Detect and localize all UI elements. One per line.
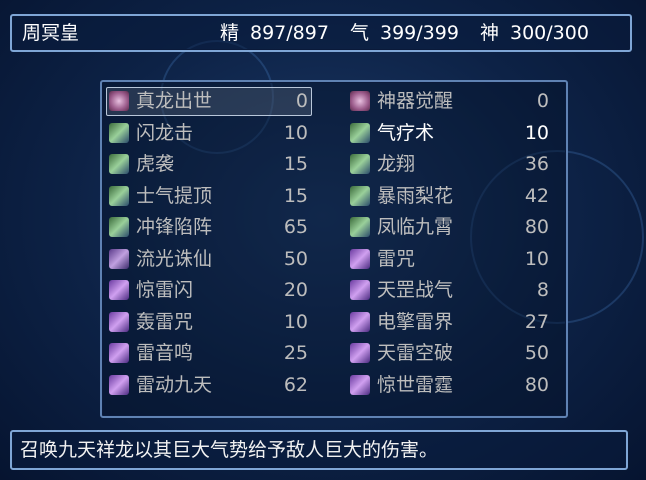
stat-value: 897/897 <box>250 22 329 44</box>
skill-name: 龙翔 <box>377 153 416 175</box>
stat-value: 300/300 <box>510 22 589 44</box>
skill-name: 冲锋陷阵 <box>136 216 213 238</box>
skill-name: 神器觉醒 <box>377 90 454 112</box>
skill-name: 雷咒 <box>377 247 416 270</box>
skill-cost: 10 <box>524 121 549 144</box>
skill-name: 雷动九天 <box>136 373 213 396</box>
skill-icon <box>350 122 370 143</box>
skill-item[interactable]: 雷咒 10 <box>347 245 553 273</box>
skill-cost: 0 <box>295 90 308 112</box>
skill-item[interactable]: 流光诛仙 50 <box>106 245 312 273</box>
skill-cost: 62 <box>283 373 308 396</box>
skill-icon <box>350 185 370 206</box>
skill-item[interactable]: 电擎雷界 27 <box>347 308 553 336</box>
skill-icon <box>350 248 370 269</box>
skill-item[interactable]: 凤临九霄 80 <box>347 213 553 241</box>
skill-item[interactable]: 雷音鸣 25 <box>106 339 312 367</box>
skill-cost: 50 <box>524 342 549 364</box>
stat-label: 神 <box>480 22 500 44</box>
skill-name: 电擎雷界 <box>377 310 454 333</box>
description-box: 召唤九天祥龙以其巨大气势给予敌人巨大的伤害。 <box>10 430 628 470</box>
skill-cost: 0 <box>536 90 549 112</box>
skill-cost: 25 <box>283 342 308 364</box>
skill-cost: 42 <box>524 184 549 207</box>
skill-icon <box>350 374 370 395</box>
skill-name: 天罡战气 <box>377 279 454 301</box>
background-ornament <box>470 150 644 324</box>
skill-icon <box>109 280 129 300</box>
skill-icon <box>350 91 370 111</box>
stat-label: 精 <box>220 22 240 44</box>
skill-item[interactable]: 气疗术 10 <box>347 119 553 147</box>
skill-icon <box>350 217 370 237</box>
skill-cost: 15 <box>283 153 308 175</box>
skill-name: 流光诛仙 <box>136 247 213 270</box>
skill-cost: 36 <box>524 153 549 175</box>
skill-cost: 80 <box>524 216 549 238</box>
skill-name: 雷音鸣 <box>136 342 194 364</box>
skill-item[interactable]: 天雷空破 50 <box>347 339 553 367</box>
skill-icon <box>109 343 129 363</box>
skill-item[interactable]: 真龙出世 0 <box>106 87 312 116</box>
skill-item[interactable]: 龙翔 36 <box>347 150 553 178</box>
skill-item[interactable]: 闪龙击 10 <box>106 119 312 147</box>
skill-list: 真龙出世 0 神器觉醒 0 闪龙击 10 气疗术 10 虎袭 15 龙翔 36 士气提顶 15 暴雨梨花 42… <box>100 80 568 418</box>
skill-name: 天雷空破 <box>377 342 454 364</box>
skill-icon <box>109 122 129 143</box>
skill-item[interactable]: 虎袭 15 <box>106 150 312 178</box>
skill-name: 暴雨梨花 <box>377 184 454 207</box>
skill-name: 轰雷咒 <box>136 310 194 333</box>
stat-value: 399/399 <box>380 22 459 44</box>
skill-item[interactable]: 神器觉醒 0 <box>347 87 553 115</box>
skill-cost: 10 <box>283 310 308 333</box>
skill-icon <box>109 248 129 269</box>
skill-cost: 20 <box>283 279 308 301</box>
character-name: 周冥皇 <box>22 22 80 44</box>
skill-name: 惊世雷霆 <box>377 373 454 396</box>
skill-item[interactable]: 惊雷闪 20 <box>106 276 312 304</box>
skill-icon <box>109 91 129 111</box>
skill-icon <box>109 185 129 206</box>
skill-cost: 10 <box>283 121 308 144</box>
skill-cost: 8 <box>536 279 549 301</box>
skill-item[interactable]: 暴雨梨花 42 <box>347 182 553 210</box>
skill-cost: 27 <box>524 310 549 333</box>
status-bar: 周冥皇 精 897/897 气 399/399 神 300/300 <box>10 14 632 52</box>
skill-icon <box>109 374 129 395</box>
skill-cost: 80 <box>524 373 549 396</box>
skill-cost: 50 <box>283 247 308 270</box>
skill-item[interactable]: 雷动九天 62 <box>106 371 312 399</box>
skill-name: 凤临九霄 <box>377 216 454 238</box>
skill-icon <box>109 217 129 237</box>
skill-description: 召唤九天祥龙以其巨大气势给予敌人巨大的伤害。 <box>20 439 439 461</box>
skill-icon <box>350 311 370 332</box>
skill-name: 虎袭 <box>136 153 175 175</box>
skill-cost: 15 <box>283 184 308 207</box>
skill-item[interactable]: 惊世雷霆 80 <box>347 371 553 399</box>
skill-icon <box>350 343 370 363</box>
skill-item[interactable]: 冲锋陷阵 65 <box>106 213 312 241</box>
skill-name: 士气提顶 <box>136 184 213 207</box>
skill-cost: 65 <box>283 216 308 238</box>
skill-name: 闪龙击 <box>136 121 194 144</box>
stat-label: 气 <box>350 22 370 44</box>
skill-name: 气疗术 <box>377 121 435 144</box>
selection-cursor <box>106 87 312 116</box>
skill-name: 惊雷闪 <box>136 279 194 301</box>
skill-icon <box>109 154 129 174</box>
skill-item[interactable]: 天罡战气 8 <box>347 276 553 304</box>
skill-cost: 10 <box>524 247 549 270</box>
skill-item[interactable]: 轰雷咒 10 <box>106 308 312 336</box>
skill-item[interactable]: 士气提顶 15 <box>106 182 312 210</box>
skill-icon <box>350 280 370 300</box>
skill-icon <box>350 154 370 174</box>
skill-name: 真龙出世 <box>136 90 213 112</box>
skill-icon <box>109 311 129 332</box>
